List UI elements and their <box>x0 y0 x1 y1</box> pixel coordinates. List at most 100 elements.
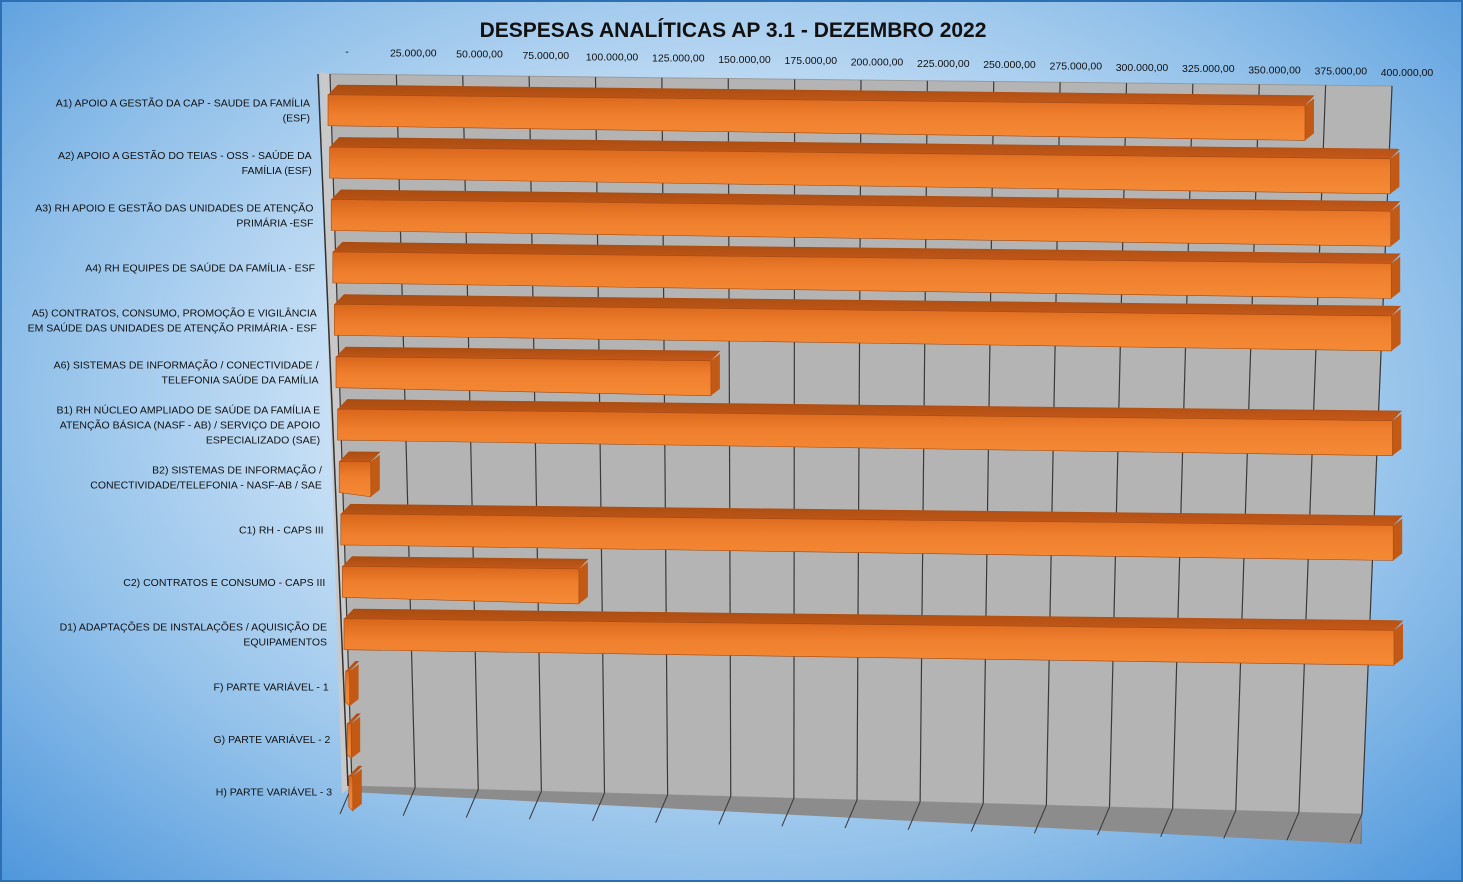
bar <box>329 146 1391 195</box>
category-label: CONECTIVIDADE/TELEFONIA - NASF-AB / SAE <box>90 480 322 492</box>
x-tick-label: 350.000,00 <box>1248 64 1301 76</box>
x-tick-label: 100.000,00 <box>586 51 639 63</box>
category-label: ESPECIALIZADO (SAE) <box>206 435 320 447</box>
x-tick-label: 50.000,00 <box>456 49 503 61</box>
bar-end-face <box>710 353 720 396</box>
category-label: H) PARTE VARIÁVEL - 3 <box>216 785 332 798</box>
category-label: A3) RH APOIO E GESTÃO DAS UNIDADES DE AT… <box>35 202 313 215</box>
floor-gridline <box>1223 810 1237 839</box>
bar-top-face <box>334 294 1402 316</box>
x-tick-label: 400.000,00 <box>1381 67 1434 79</box>
bar <box>337 408 1393 457</box>
floor-gridline <box>1286 812 1300 841</box>
bar-end-face <box>1305 98 1314 141</box>
bar <box>334 303 1392 352</box>
x-tick-label: 375.000,00 <box>1315 66 1368 78</box>
x-tick-label: 150.000,00 <box>718 54 771 66</box>
category-label: A2) APOIO A GESTÃO DO TEIAS - OSS - SAÚD… <box>58 149 312 162</box>
bar-top-face <box>347 713 361 724</box>
bar <box>338 461 372 498</box>
category-label: (ESF) <box>283 113 310 125</box>
bar-end-face <box>349 664 359 707</box>
floor-gridline <box>465 789 479 818</box>
category-label: B1) RH NÚCLEO AMPLIADO DE SAÚDE DA FAMÍL… <box>56 404 320 417</box>
floor-gridline <box>592 792 605 822</box>
floor-gridline <box>718 796 732 825</box>
bar <box>342 565 580 605</box>
category-label: B2) SISTEMAS DE INFORMAÇÃO / <box>152 464 322 477</box>
x-tick-label: 25.000,00 <box>390 47 437 59</box>
plot-area: - 25.000,00 50.000,00 75.000,00 100.000,00 12… <box>28 46 1434 844</box>
category-label: C1) RH - CAPS III <box>239 524 324 536</box>
category-label: D1) ADAPTAÇÕES DE INSTALAÇÕES / AQUISIÇÃ… <box>60 621 327 634</box>
category-label: A1) APOIO A GESTÃO DA CAP - SAUDE DA FAM… <box>56 97 310 110</box>
x-tick-label: 200.000,00 <box>851 57 904 69</box>
x-tick-label: 275.000,00 <box>1050 60 1103 72</box>
bar-end-face <box>1393 518 1403 561</box>
bar-top-face <box>339 451 381 462</box>
bar-end-face <box>351 716 361 759</box>
bar-top-face <box>336 346 721 361</box>
category-label: A4) RH EQUIPES DE SAÚDE DA FAMÍLIA - ESF <box>85 261 315 274</box>
floor-gridline <box>402 787 416 816</box>
bar <box>340 513 1394 561</box>
bar <box>348 775 354 812</box>
x-tick-label: 325.000,00 <box>1182 63 1235 75</box>
bar-end-face <box>1392 413 1402 456</box>
x-tick-label: 175.000,00 <box>785 55 838 67</box>
bar-end-face <box>1390 151 1400 194</box>
floor-gridline <box>970 803 984 832</box>
bar-top-face <box>331 189 1401 212</box>
bar-end-face <box>1390 204 1400 247</box>
floor-gridline <box>844 799 858 829</box>
bar-end-face <box>352 768 362 811</box>
x-tick-label: 125.000,00 <box>652 53 705 65</box>
x-tick-label: 225.000,00 <box>917 58 970 70</box>
category-label: FAMÍLIA (ESF) <box>242 164 312 177</box>
floor-gridline <box>1349 813 1363 843</box>
x-tick-label: 250.000,00 <box>983 59 1036 71</box>
category-label: A5) CONTRATOS, CONSUMO, PROMOÇÃO E VIGIL… <box>32 306 317 319</box>
bar-top-face <box>332 241 1401 264</box>
x-tick-label: 75.000,00 <box>522 50 569 62</box>
floor-gridline <box>907 801 921 830</box>
category-label: G) PARTE VARIÁVEL - 2 <box>213 733 330 746</box>
bar-end-face <box>578 561 588 604</box>
bar <box>343 618 1395 666</box>
floor-gridline <box>1097 806 1110 836</box>
bar-top-face <box>337 399 1403 421</box>
chart-title: DESPESAS ANALÍTICAS AP 3.1 - DEZEMBRO 20… <box>480 19 987 42</box>
bar <box>327 94 1306 141</box>
bar <box>346 723 352 760</box>
category-label: F) PARTE VARIÁVEL - 1 <box>214 681 329 694</box>
bar-end-face <box>1394 623 1403 666</box>
floor-gridline <box>528 791 542 820</box>
bar-top-face <box>342 556 589 569</box>
bar-end-face <box>1391 308 1401 351</box>
x-tick-label: 300.000,00 <box>1116 62 1169 74</box>
floor-gridline <box>655 794 669 823</box>
bar <box>332 251 1392 299</box>
bar <box>335 356 712 397</box>
bar <box>330 199 1392 247</box>
category-label: C2) CONTRATOS E CONSUMO - CAPS III <box>123 577 325 589</box>
category-label: ATENÇÃO BÁSICA (NASF - AB) / SERVIÇO DE … <box>60 419 320 432</box>
category-label: TELEFONIA SAÚDE DA FAMÍLIA <box>162 374 319 387</box>
bar-end-face <box>370 454 380 497</box>
floor-gridline <box>1033 805 1047 834</box>
floor-gridline <box>1160 808 1174 837</box>
chart-side-wall <box>320 72 352 794</box>
bar-top-face <box>345 661 360 672</box>
bar-end-face <box>1391 256 1401 299</box>
category-label: A6) SISTEMAS DE INFORMAÇÃO / CONECTIVIDA… <box>54 359 319 372</box>
bar-top-face <box>329 137 1401 159</box>
bar-top-face <box>348 765 363 776</box>
y-axis-line <box>317 73 349 787</box>
x-tick-label: - <box>345 46 349 58</box>
category-label: EM SAÚDE DAS UNIDADES DE ATENÇÃO PRIMÁRI… <box>28 321 317 334</box>
bar-top-face <box>344 608 1404 631</box>
floor-gridline <box>781 798 795 827</box>
category-label: PRIMÁRIA -ESF <box>236 217 313 230</box>
